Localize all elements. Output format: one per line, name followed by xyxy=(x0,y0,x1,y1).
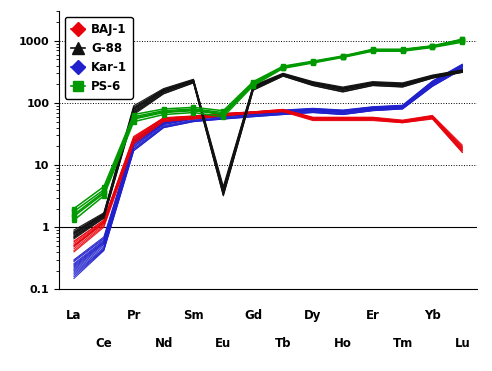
Text: Nd: Nd xyxy=(154,337,173,350)
Text: Tb: Tb xyxy=(275,337,291,350)
Text: Gd: Gd xyxy=(244,309,262,322)
Text: Ho: Ho xyxy=(334,337,352,350)
Text: Er: Er xyxy=(366,309,380,322)
Text: Yb: Yb xyxy=(424,309,441,322)
Text: Ce: Ce xyxy=(95,337,112,350)
Text: Eu: Eu xyxy=(215,337,231,350)
Text: Dy: Dy xyxy=(304,309,322,322)
Legend: BAJ-1, G-88, Kar-1, PS-6: BAJ-1, G-88, Kar-1, PS-6 xyxy=(65,17,133,99)
Text: Pr: Pr xyxy=(126,309,141,322)
Text: La: La xyxy=(66,309,82,322)
Text: Sm: Sm xyxy=(183,309,204,322)
Text: Lu: Lu xyxy=(455,337,470,350)
Text: Tm: Tm xyxy=(393,337,413,350)
